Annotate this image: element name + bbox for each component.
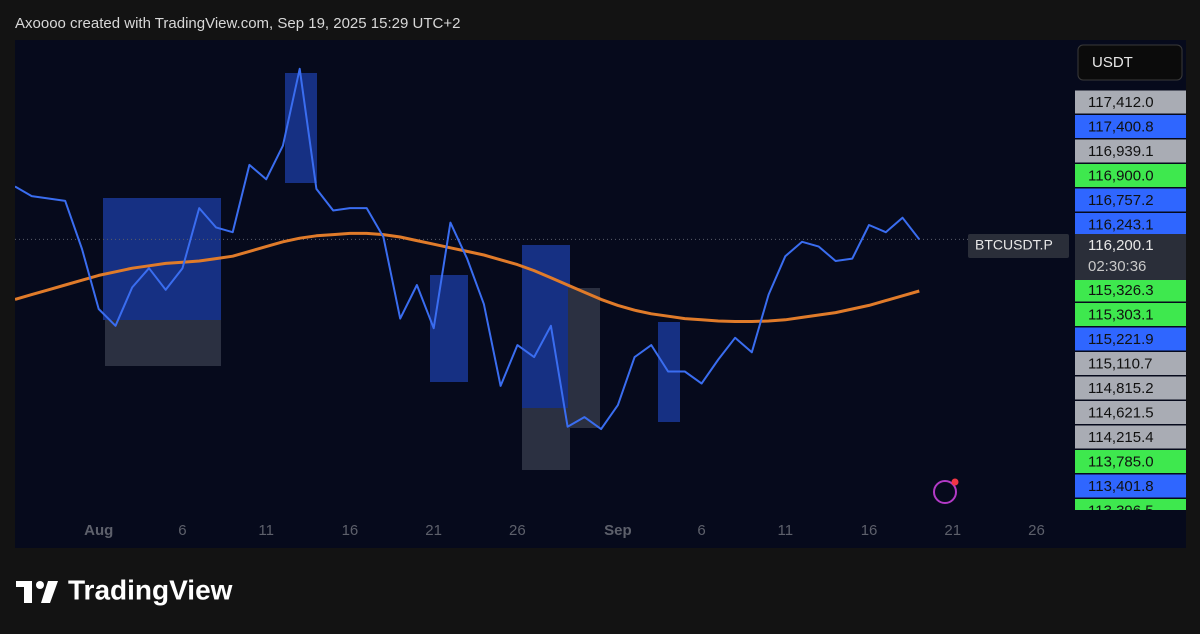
x-tick-label: 16 xyxy=(861,522,878,539)
series-line xyxy=(15,231,920,323)
x-tick-label: 11 xyxy=(778,522,794,539)
price-badge-label: 115,221.9 xyxy=(1088,331,1154,348)
zone xyxy=(105,320,221,366)
x-tick-label: 26 xyxy=(1028,522,1045,539)
x-tick-label: Aug xyxy=(84,522,113,539)
countdown: 02:30:36 xyxy=(1088,258,1146,275)
price-scale: 117,412.0 117,400.8 116,939.1 116,900.0 116,… xyxy=(1075,90,1186,519)
price-badge-label: 114,621.5 xyxy=(1088,404,1154,421)
symbol: BTCUSDT.P xyxy=(975,237,1053,253)
price-badge xyxy=(1075,115,1186,138)
currency: USDT xyxy=(1092,54,1133,71)
price-badge-label: 116,757.2 xyxy=(1088,192,1154,209)
alert-icon[interactable] xyxy=(933,480,957,504)
brand: TradingView xyxy=(68,574,233,605)
x-tick-label: 26 xyxy=(509,522,526,539)
price-badge xyxy=(1075,376,1186,400)
price-badge-label: 116,939.1 xyxy=(1088,143,1154,160)
logo xyxy=(16,581,58,603)
x-tick-label: 11 xyxy=(258,522,274,539)
price-badge xyxy=(1075,327,1186,351)
price-badge xyxy=(1075,303,1186,326)
zone xyxy=(285,73,317,183)
logo-mark xyxy=(24,581,32,603)
price-badge-label: 114,815.2 xyxy=(1088,380,1154,397)
x-tick-label: 21 xyxy=(944,522,961,539)
price-badge-label: 115,110.7 xyxy=(1088,355,1153,372)
price-badge-label: 113,401.8 xyxy=(1088,478,1154,495)
last-price: 116,200.1 xyxy=(1088,237,1154,254)
price-badge-label: 113,396.5 xyxy=(1088,502,1154,519)
zone xyxy=(568,288,600,428)
symbol-box xyxy=(968,234,1069,258)
price-badge xyxy=(1075,401,1186,424)
price-badge-label: 114,215.4 xyxy=(1088,429,1154,446)
zone xyxy=(103,198,221,320)
price-badge-label: 116,243.1 xyxy=(1088,216,1154,233)
price-badge xyxy=(1075,139,1186,163)
price-badge-label: 117,412.0 xyxy=(1088,94,1154,111)
x-tick-label: 21 xyxy=(425,522,442,539)
price-badge xyxy=(1075,278,1186,302)
price-badge xyxy=(1075,499,1186,510)
zones xyxy=(103,73,680,470)
price-badge-label: 115,303.1 xyxy=(1088,306,1154,323)
zone xyxy=(430,275,468,382)
price-badge xyxy=(1075,352,1186,375)
zone xyxy=(522,245,570,408)
price-badge xyxy=(1075,188,1186,212)
logo-mark xyxy=(41,581,58,603)
series-line xyxy=(15,67,921,431)
logo-mark xyxy=(36,581,44,589)
price-badge xyxy=(1075,450,1186,473)
x-tick-label: Sep xyxy=(604,522,632,539)
price-badge xyxy=(1075,164,1186,187)
zone xyxy=(522,408,570,470)
price-badge-label: 116,900.0 xyxy=(1088,167,1154,184)
price-badge xyxy=(1075,425,1186,449)
price-badge xyxy=(1075,474,1186,498)
price-badge-label: 117,400.8 xyxy=(1088,118,1154,135)
plot xyxy=(15,67,1070,431)
price-badge-label: 115,326.3 xyxy=(1088,282,1154,299)
x-tick-label: 6 xyxy=(697,522,705,539)
price-badge xyxy=(1075,213,1186,236)
x-tick-label: 6 xyxy=(178,522,186,539)
alert-dot xyxy=(951,478,959,486)
last-price-box xyxy=(1075,234,1186,280)
caption: Axoooo created with TradingView.com, Sep… xyxy=(15,15,460,32)
price-badge xyxy=(1075,90,1186,114)
currency-box xyxy=(1077,44,1183,81)
x-tick-label: 16 xyxy=(342,522,359,539)
price-badge-label: 113,785.0 xyxy=(1088,453,1154,470)
